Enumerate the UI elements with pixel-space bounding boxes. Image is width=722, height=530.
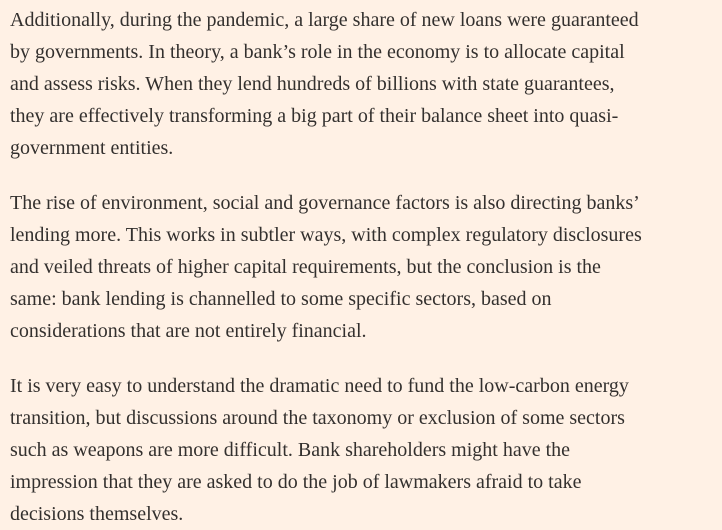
- text-line: same: bank lending is channelled to some…: [10, 288, 552, 310]
- text-line: The rise of environment, social and gove…: [10, 192, 640, 214]
- text-line: It is very easy to understand the dramat…: [10, 375, 629, 397]
- text-line: transition, but discussions around the t…: [10, 407, 625, 429]
- text-line: decisions themselves.: [10, 503, 184, 525]
- text-line: by governments. In theory, a bank’s role…: [10, 41, 625, 63]
- text-line: and assess risks. When they lend hundred…: [10, 73, 615, 95]
- text-line: lending more. This works in subtler ways…: [10, 224, 642, 246]
- text-line: and veiled threats of higher capital req…: [10, 256, 601, 278]
- text-line: they are effectively transforming a big …: [10, 105, 619, 127]
- text-line: such as weapons are more difficult. Bank…: [10, 439, 571, 461]
- text-line: Additionally, during the pandemic, a lar…: [10, 9, 639, 31]
- paragraph: Additionally, during the pandemic, a lar…: [10, 4, 722, 164]
- paragraph: The rise of environment, social and gove…: [10, 187, 722, 347]
- text-line: impression that they are asked to do the…: [10, 471, 582, 493]
- text-line: considerations that are not entirely fin…: [10, 320, 367, 342]
- text-line: government entities.: [10, 137, 174, 159]
- paragraph: It is very easy to understand the dramat…: [10, 370, 722, 530]
